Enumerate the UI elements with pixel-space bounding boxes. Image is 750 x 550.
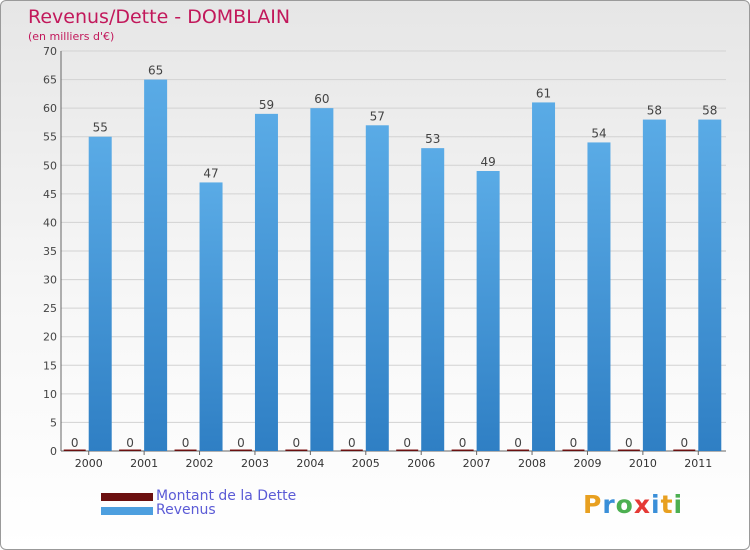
data-label-debt-2001: 0 [126, 436, 134, 450]
data-label-debt-2005: 0 [348, 436, 356, 450]
y-tick-label-25: 25 [43, 302, 57, 315]
bar-revenus-2008 [532, 102, 556, 451]
y-tick-label-50: 50 [43, 159, 57, 172]
x-tick-label-2002: 2002 [186, 457, 214, 470]
logo-letter: t [660, 490, 674, 519]
y-tick-label-20: 20 [43, 331, 57, 344]
legend-label-debt: Montant de la Dette [156, 488, 297, 504]
y-tick-label-40: 40 [43, 216, 57, 229]
data-label-revenus-2008: 61 [536, 86, 551, 100]
logo-letter: o [615, 490, 634, 519]
y-tick-label-35: 35 [43, 245, 57, 258]
logo-letter: i [651, 490, 661, 519]
x-tick-label-2003: 2003 [241, 457, 269, 470]
bar-debt-2000 [63, 449, 86, 451]
legend-swatch-revenus [101, 507, 153, 515]
bar-revenus-2003 [254, 113, 278, 451]
data-label-debt-2010: 0 [625, 436, 633, 450]
x-tick-label-2009: 2009 [573, 457, 601, 470]
bar-debt-2001 [119, 449, 142, 451]
logo-letter: P [583, 490, 603, 519]
data-label-revenus-2002: 47 [203, 166, 218, 180]
data-label-revenus-2006: 53 [425, 132, 440, 146]
data-label-revenus-2001: 65 [148, 64, 163, 78]
bar-debt-2002 [174, 449, 197, 451]
bar-debt-2007 [451, 449, 474, 451]
bar-revenus-2009 [587, 142, 611, 451]
x-tick-label-2010: 2010 [629, 457, 657, 470]
bar-debt-2011 [673, 449, 696, 451]
bar-debt-2010 [617, 449, 640, 451]
data-label-debt-2000: 0 [71, 436, 79, 450]
bar-revenus-2007 [476, 171, 500, 451]
data-label-revenus-2000: 55 [93, 121, 108, 135]
x-tick-label-2006: 2006 [407, 457, 435, 470]
y-tick-label-45: 45 [43, 188, 57, 201]
x-tick-label-2004: 2004 [296, 457, 324, 470]
bar-revenus-2006 [421, 148, 445, 451]
data-label-debt-2002: 0 [182, 436, 190, 450]
bar-revenus-2000 [88, 136, 112, 451]
data-label-revenus-2004: 60 [314, 92, 329, 106]
data-label-debt-2003: 0 [237, 436, 245, 450]
data-label-revenus-2011: 58 [702, 104, 717, 118]
y-tick-label-55: 55 [43, 131, 57, 144]
bar-revenus-2010 [642, 119, 666, 452]
data-label-debt-2008: 0 [514, 436, 522, 450]
bar-debt-2005 [340, 449, 363, 451]
x-tick-label-2008: 2008 [518, 457, 546, 470]
bar-debt-2004 [285, 449, 308, 451]
logo-letter: r [602, 490, 616, 519]
y-tick-label-0: 0 [50, 445, 57, 458]
bar-debt-2003 [229, 449, 252, 451]
data-label-revenus-2005: 57 [370, 109, 385, 123]
y-tick-label-65: 65 [43, 74, 57, 87]
x-tick-label-2007: 2007 [463, 457, 491, 470]
data-label-revenus-2007: 49 [480, 155, 495, 169]
logo-letter: x [633, 490, 651, 519]
data-label-debt-2007: 0 [459, 436, 467, 450]
bar-debt-2008 [507, 449, 530, 451]
bar-debt-2006 [396, 449, 419, 451]
data-label-debt-2006: 0 [403, 436, 411, 450]
x-tick-label-2011: 2011 [684, 457, 712, 470]
x-tick-label-2001: 2001 [130, 457, 158, 470]
data-label-debt-2011: 0 [680, 436, 688, 450]
x-tick-label-2000: 2000 [75, 457, 103, 470]
bar-revenus-2001 [144, 79, 168, 452]
y-tick-label-60: 60 [43, 102, 57, 115]
y-tick-label-30: 30 [43, 274, 57, 287]
logo-letter: i [673, 490, 684, 519]
data-label-revenus-2003: 59 [259, 98, 274, 112]
bar-revenus-2004 [310, 108, 334, 452]
bar-debt-2009 [562, 449, 585, 451]
chart-title: Revenus/Dette - DOMBLAIN [28, 6, 291, 28]
legend-label-revenus: Revenus [156, 502, 216, 518]
y-tick-label-5: 5 [50, 416, 57, 429]
data-label-revenus-2010: 58 [647, 104, 662, 118]
data-label-debt-2004: 0 [293, 436, 301, 450]
y-tick-label-15: 15 [43, 359, 57, 372]
bar-revenus-2002 [199, 182, 223, 451]
legend-swatch-debt [101, 493, 153, 501]
data-label-debt-2009: 0 [570, 436, 578, 450]
bar-revenus-2005 [365, 125, 389, 452]
y-tick-label-10: 10 [43, 388, 57, 401]
chart-subtitle: (en milliers d'€) [28, 30, 115, 43]
proxiti-logo: Proxiti [583, 490, 683, 519]
bar-revenus-2011 [698, 119, 722, 452]
data-label-revenus-2009: 54 [591, 126, 606, 140]
y-tick-label-70: 70 [43, 45, 57, 58]
x-tick-label-2005: 2005 [352, 457, 380, 470]
